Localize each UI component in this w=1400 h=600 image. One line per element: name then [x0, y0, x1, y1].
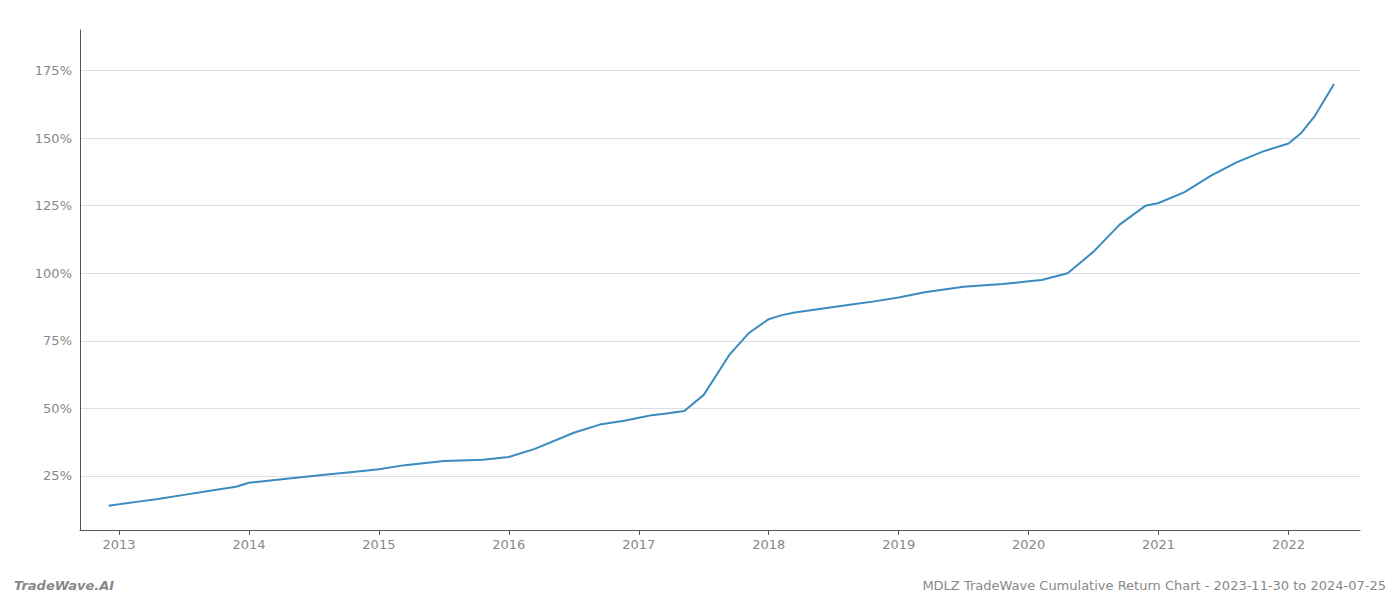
svg-text:150%: 150%: [35, 131, 72, 146]
svg-text:125%: 125%: [35, 198, 72, 213]
svg-text:MDLZ TradeWave Cumulative Retu: MDLZ TradeWave Cumulative Return Chart -…: [922, 578, 1386, 593]
svg-text:50%: 50%: [43, 401, 72, 416]
svg-text:25%: 25%: [43, 468, 72, 483]
svg-text:2015: 2015: [362, 537, 395, 552]
svg-text:2016: 2016: [492, 537, 525, 552]
svg-text:100%: 100%: [35, 266, 72, 281]
svg-text:175%: 175%: [35, 63, 72, 78]
svg-text:2017: 2017: [622, 537, 655, 552]
svg-text:2020: 2020: [1012, 537, 1045, 552]
svg-text:75%: 75%: [43, 333, 72, 348]
svg-text:2019: 2019: [882, 537, 915, 552]
svg-text:TradeWave.AI: TradeWave.AI: [14, 578, 114, 593]
svg-text:2018: 2018: [752, 537, 785, 552]
svg-text:2013: 2013: [102, 537, 135, 552]
svg-text:2022: 2022: [1272, 537, 1305, 552]
svg-text:2021: 2021: [1142, 537, 1175, 552]
svg-text:2014: 2014: [232, 537, 265, 552]
